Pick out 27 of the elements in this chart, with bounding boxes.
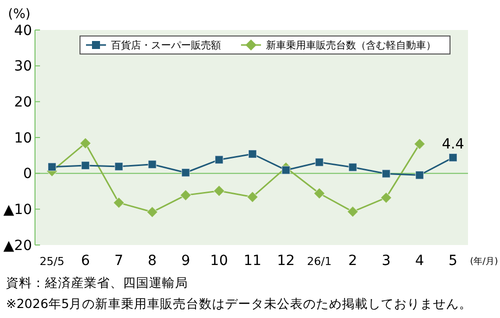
y-tick-label: ▲10 [3, 202, 32, 218]
x-tick-label: 26/1 [306, 255, 332, 268]
x-tick-label: 12 [277, 253, 295, 269]
legend-label: 百貨店・スーパー販売額 [111, 40, 221, 52]
y-tick-label: 30 [14, 58, 32, 75]
x-tick-label: 25/5 [40, 255, 64, 268]
legend-label: 新車乗用車販売台数（含む軽自動車） [266, 40, 436, 52]
x-tick-label: 3 [382, 253, 391, 269]
x-tick-label: 10 [210, 253, 228, 269]
x-tick-label: 11 [244, 253, 262, 269]
y-tick-label: 0 [23, 166, 32, 182]
x-tick-label: 5 [448, 253, 458, 269]
x-tick-label: 8 [148, 253, 157, 269]
y-tick-label: 20 [14, 94, 32, 111]
x-tick-label: 6 [80, 253, 90, 269]
x-tick-label: 4 [415, 253, 424, 269]
text: ※2026年5月の新車乗用車販売台数はデータ未公表のため掲載しておりません。 [6, 296, 472, 311]
text: 資料：経済産業省、四国運輸局 [6, 275, 188, 290]
y-tick-label: ▲20 [3, 238, 32, 254]
x-tick-label: 2 [348, 253, 358, 269]
y-axis-title: (%) [8, 7, 30, 22]
x-tick-label: 7 [114, 253, 124, 269]
data-label: 4.4 [442, 136, 464, 153]
y-tick-label: 40 [14, 22, 32, 39]
x-axis-title: (年/月) [470, 256, 498, 267]
y-tick-label: 10 [14, 130, 32, 146]
x-tick-label: 9 [181, 253, 190, 269]
